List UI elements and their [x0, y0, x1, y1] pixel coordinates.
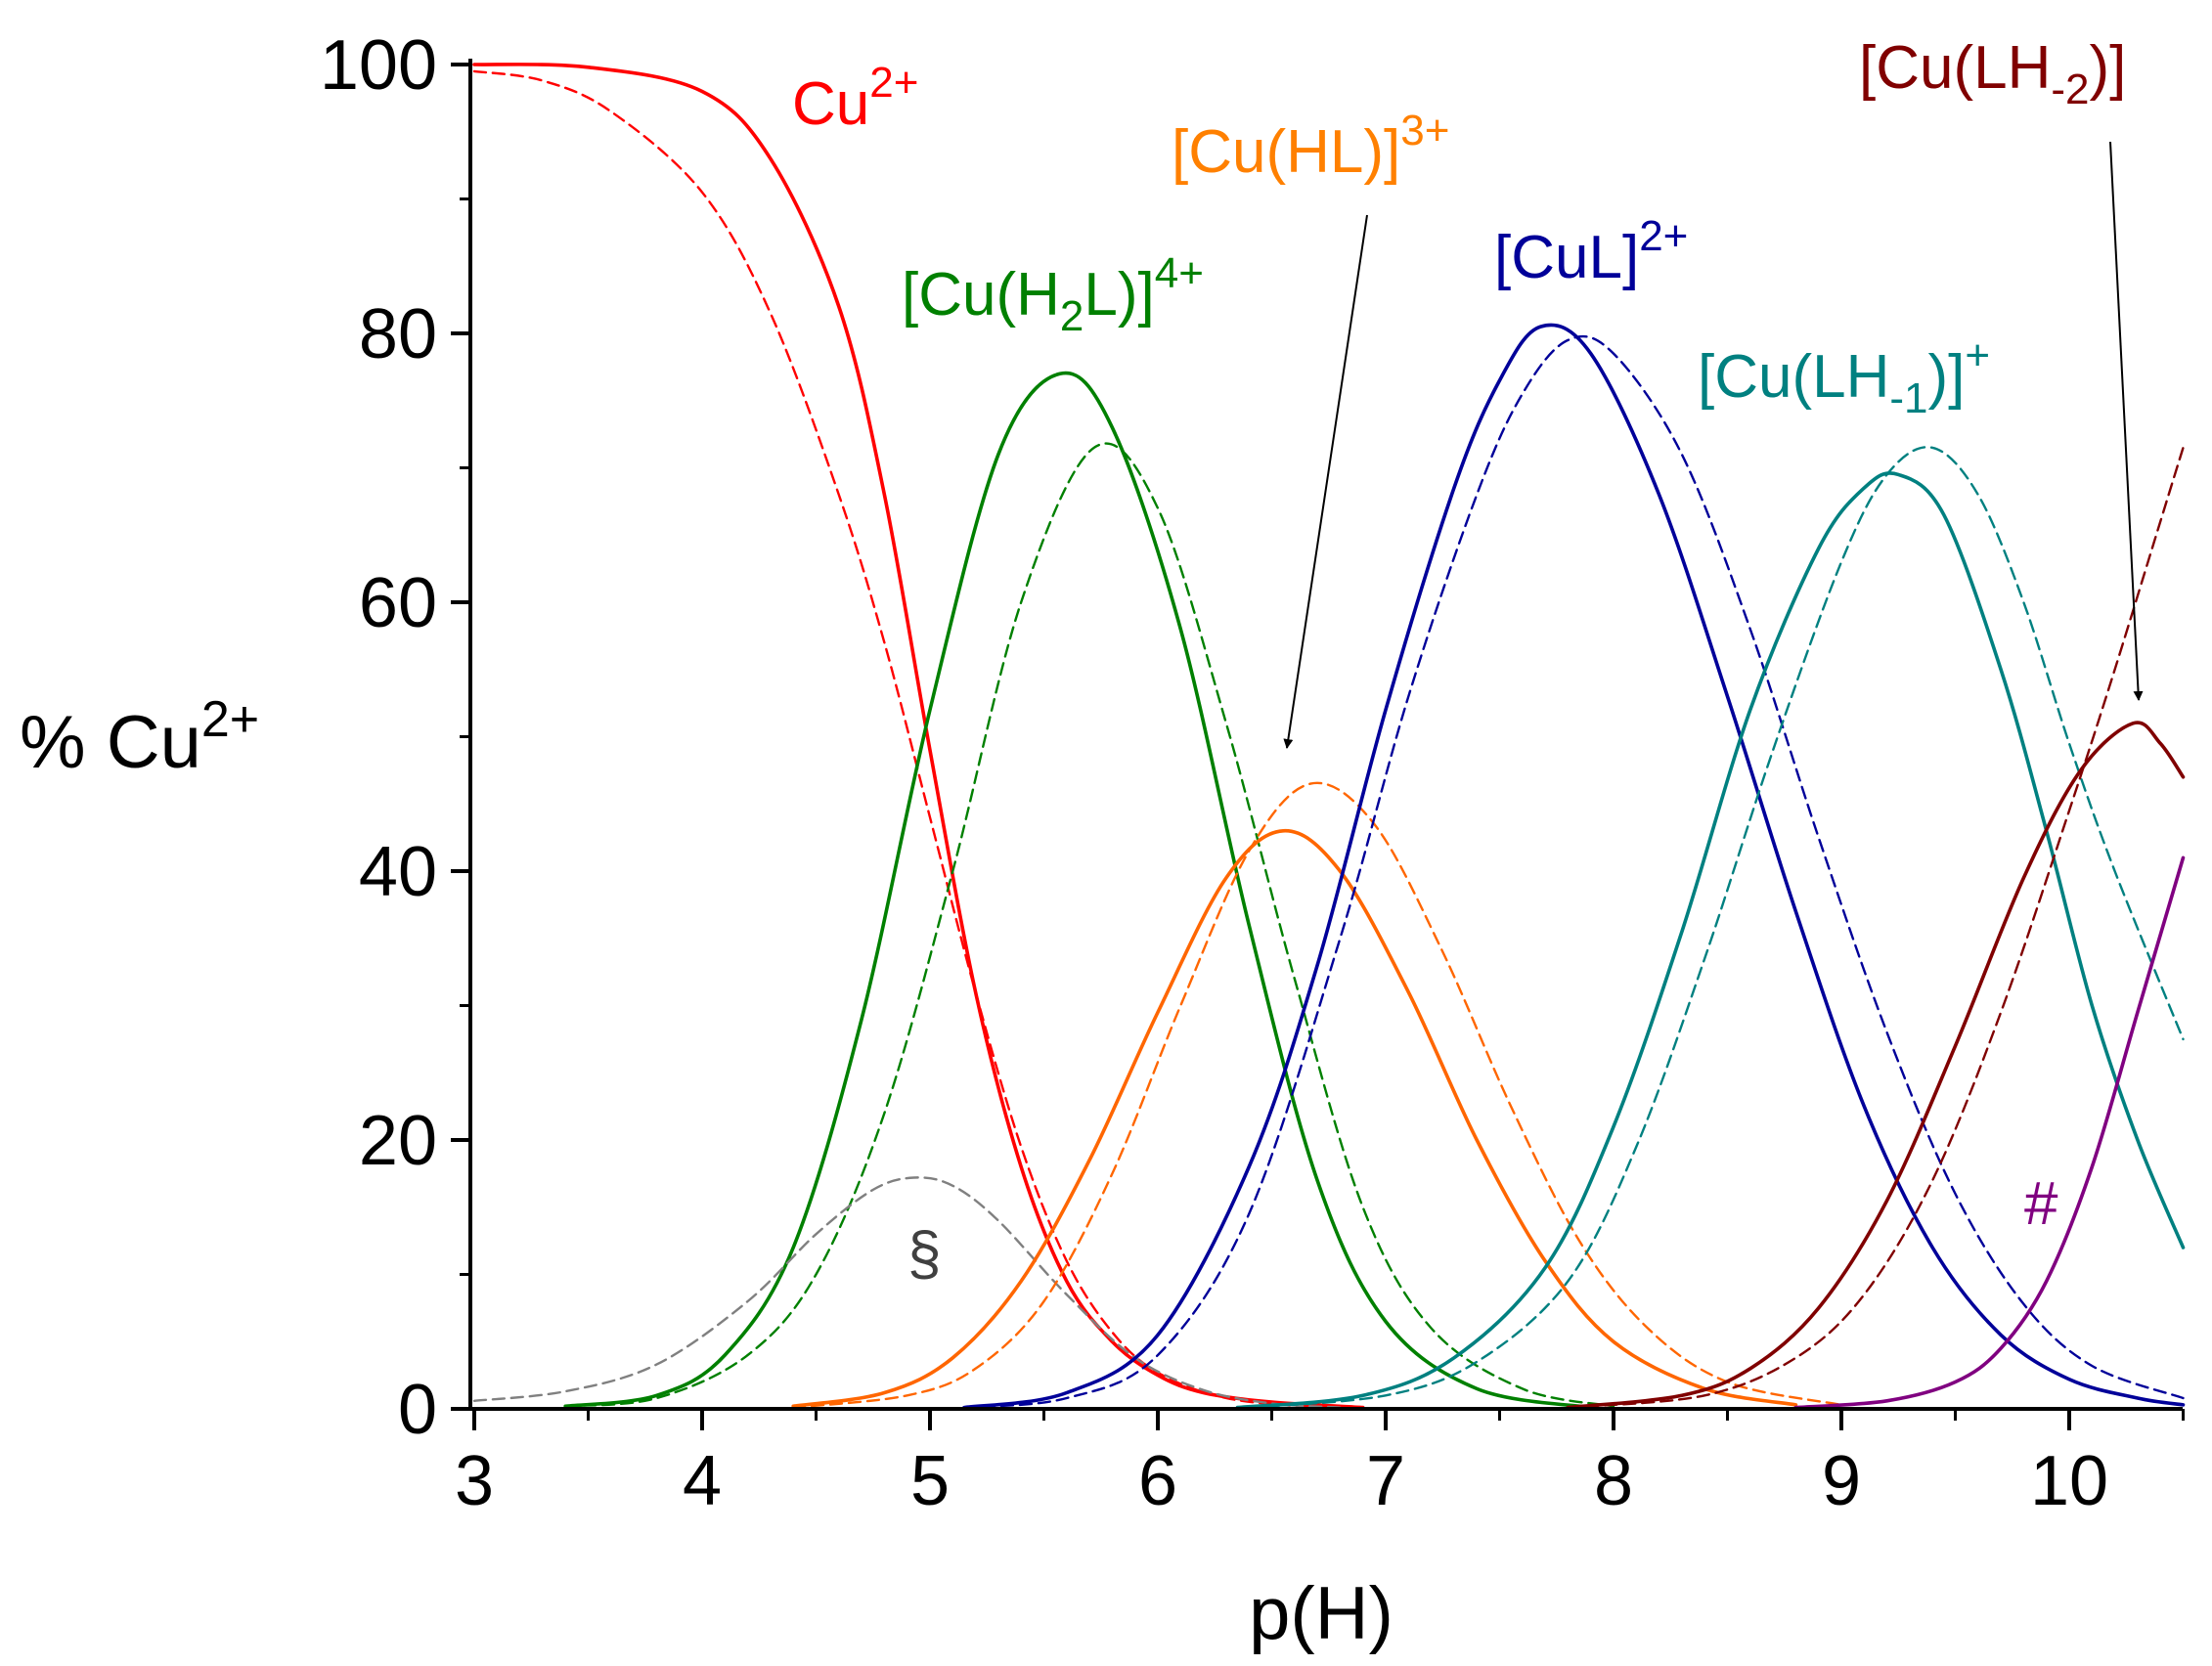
y-tick-label: 40 — [359, 833, 437, 911]
series-line-cu-lh-1-solid — [1235, 471, 2186, 1410]
plot-lines — [472, 63, 2186, 1410]
axes — [468, 59, 2183, 1411]
x-axis-title: p(H) — [1249, 1572, 1394, 1655]
series-line-cu2-dashed — [472, 69, 1319, 1409]
x-tick-label: 3 — [455, 1442, 494, 1520]
arrow-cu-hl — [1283, 214, 1368, 749]
label-cu-hl: [Cu(HL)]3+ — [1172, 107, 1449, 186]
x-tick-label: 7 — [1366, 1442, 1405, 1520]
label-section-sign: § — [907, 1220, 941, 1288]
x-tick-label: 4 — [683, 1442, 722, 1520]
series-line-cu-lh-1-dashed — [1248, 446, 2185, 1409]
series-line-cu2-solid — [472, 63, 1365, 1410]
series-line-cu-lh-2-dashed — [1567, 446, 2185, 1409]
series-line-cu-hl-3-dashed — [792, 781, 1843, 1409]
y-tick-label: 0 — [398, 1371, 437, 1449]
series-line-cul-2-solid — [962, 323, 2186, 1410]
y-tick-label: 80 — [359, 295, 437, 373]
series-line-cu-h2l-4-dashed — [564, 442, 1615, 1408]
label-cu-lh-2: [Cu(LH-2)] — [1859, 34, 2126, 113]
y-tick-label: 100 — [320, 26, 437, 105]
y-axis-title: % Cu2+ — [20, 691, 259, 784]
series-line-cu-lh-2-solid — [1566, 721, 2186, 1410]
x-tick-label: 6 — [1138, 1442, 1177, 1520]
label-cu2plus: Cu2+ — [792, 59, 918, 138]
y-tick-label: 20 — [359, 1102, 437, 1180]
y-axis-title-main: % Cu — [20, 701, 201, 784]
x-tick-label: 8 — [1594, 1442, 1633, 1520]
series-line-cul-2-dashed — [962, 334, 2185, 1409]
label-hash: # — [2024, 1170, 2058, 1238]
label-cul: [CuL]2+ — [1494, 212, 1688, 291]
series-line-cu-h2l-4-solid — [563, 371, 1593, 1410]
y-tick-label: 60 — [359, 564, 437, 642]
x-tick-label: 5 — [910, 1442, 950, 1520]
y-axis-title-sup: 2+ — [201, 691, 259, 748]
series-line-dashed — [472, 1176, 1342, 1409]
series-line-cu-hl-3-solid — [791, 828, 1798, 1409]
y-ticks: 0 20 40 60 80 100 — [320, 26, 470, 1449]
label-cu-lh-1: [Cu(LH-1)]+ — [1698, 331, 1990, 422]
arrow-cu-lh-2 — [2109, 141, 2144, 701]
x-ticks: 3 4 5 6 7 8 9 10 — [455, 1409, 2185, 1520]
series-line-solid — [1793, 855, 2186, 1410]
x-tick-label: 10 — [2030, 1442, 2108, 1520]
x-tick-label: 9 — [1822, 1442, 1861, 1520]
label-cu-h2l: [Cu(H2L)]4+ — [902, 249, 1204, 340]
